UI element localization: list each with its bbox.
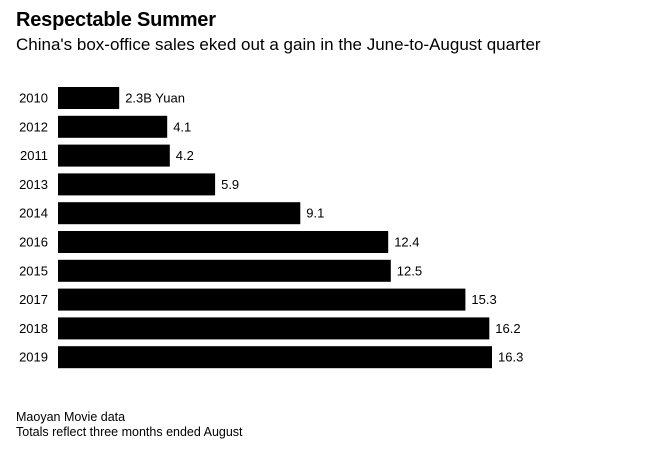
- bar-chart: 2010 2.3B Yuan 2012 4.1 2011 4.2 2013 5.9 2014 9.…: [19, 87, 523, 369]
- value-label-2010: 2.3B Yuan: [125, 91, 185, 106]
- bar-2019: [58, 346, 492, 369]
- value-label-2014: 9.1: [306, 206, 324, 221]
- bar-2014: [58, 202, 301, 225]
- category-label-2018: 2018: [19, 321, 48, 336]
- bar-2015: [58, 259, 391, 282]
- value-label-2018: 16.2: [495, 321, 520, 336]
- category-label-2017: 2017: [19, 292, 48, 307]
- value-label-2019: 16.3: [498, 350, 523, 365]
- category-label-2015: 2015: [19, 263, 48, 278]
- chart-subtitle: China's box-office sales eked out a gain…: [16, 35, 541, 54]
- value-label-2012: 4.1: [173, 119, 191, 134]
- value-label-2015: 12.5: [397, 263, 422, 278]
- value-label-2013: 5.9: [221, 177, 239, 192]
- bar-2013: [58, 173, 216, 196]
- value-label-2011: 4.2: [176, 148, 194, 163]
- bar-2010: [58, 87, 120, 109]
- chart-title: Respectable Summer: [16, 9, 216, 31]
- category-label-2014: 2014: [19, 206, 48, 221]
- bar-2012: [58, 115, 168, 138]
- category-label-2013: 2013: [19, 177, 48, 192]
- category-label-2010: 2010: [19, 91, 48, 106]
- footnote: Totals reflect three months ended August: [16, 425, 243, 439]
- bar-2017: [58, 288, 466, 311]
- value-label-2016: 12.4: [394, 235, 419, 250]
- category-label-2011: 2011: [20, 148, 48, 163]
- bar-2011: [58, 144, 170, 167]
- value-label-2017: 15.3: [471, 292, 496, 307]
- category-label-2016: 2016: [19, 235, 48, 250]
- category-label-2019: 2019: [19, 350, 48, 365]
- bar-2016: [58, 231, 389, 253]
- bar-2018: [58, 317, 490, 340]
- category-label-2012: 2012: [19, 119, 48, 134]
- source-note: Maoyan Movie data: [16, 410, 126, 424]
